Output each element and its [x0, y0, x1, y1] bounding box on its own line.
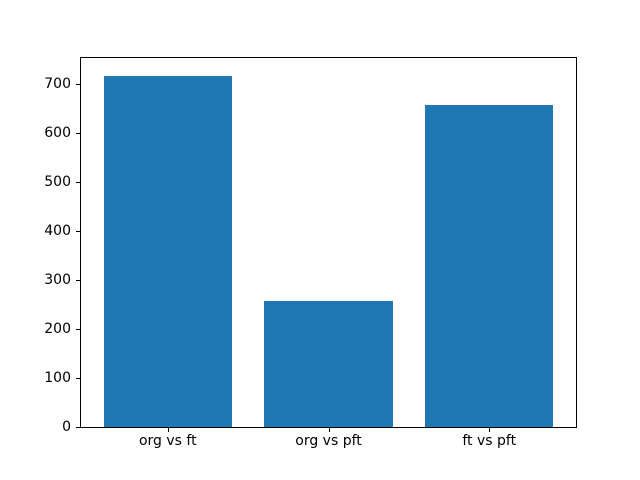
x-tick-mark [167, 428, 169, 432]
x-tick-label: org vs pft [295, 433, 362, 449]
y-tick-label: 500 [44, 174, 71, 191]
y-tick-mark [76, 83, 80, 85]
y-tick-label: 300 [44, 272, 71, 289]
y-tick-label: 600 [44, 125, 71, 142]
y-tick-mark [76, 181, 80, 183]
bar-org-vs-pft [264, 301, 393, 427]
plot-area: org vs ft org vs pft ft vs pft 0 100 200 300 40… [44, 57, 577, 449]
y-tick-mark [76, 230, 80, 232]
y-tick-mark [76, 426, 80, 428]
y-tick-mark [76, 279, 80, 281]
y-tick-label: 400 [44, 223, 71, 240]
y-tick-label: 0 [62, 419, 71, 435]
y-tick-mark [76, 377, 80, 379]
y-tick-label: 700 [44, 76, 71, 93]
bar-ft-vs-pft [424, 105, 554, 427]
x-tick-mark [328, 428, 330, 432]
x-tick-mark [489, 428, 491, 432]
y-tick-label: 200 [44, 321, 71, 338]
y-tick-mark [76, 132, 80, 134]
y-tick-mark [76, 328, 80, 330]
x-tick-label: org vs ft [138, 433, 197, 449]
bar-org-vs-ft [103, 75, 233, 427]
x-tick-label: ft vs pft [462, 433, 517, 449]
y-tick-label: 100 [44, 370, 71, 387]
